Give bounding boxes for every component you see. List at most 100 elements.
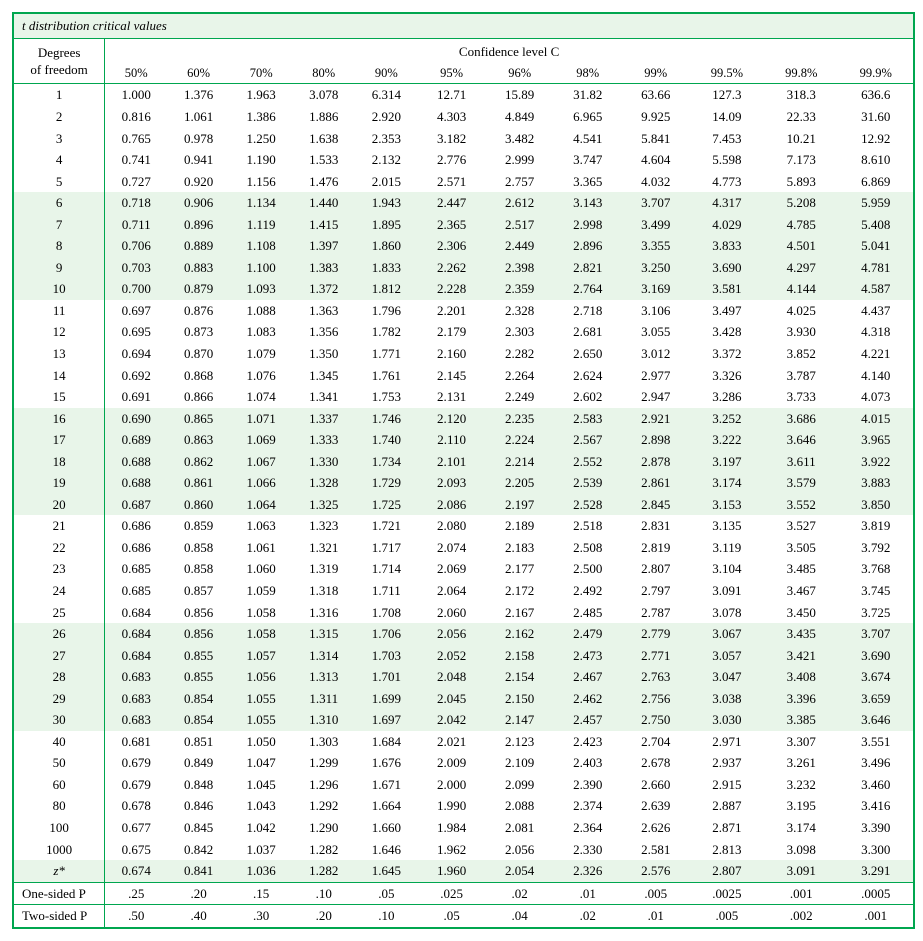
value-cell: 2.172 bbox=[486, 580, 554, 602]
table-row: 270.6840.8551.0571.3141.7032.0522.1582.4… bbox=[14, 645, 913, 667]
value-cell: 0.858 bbox=[167, 558, 230, 580]
value-cell: 2.158 bbox=[486, 645, 554, 667]
value-cell: 1.440 bbox=[292, 192, 355, 214]
value-cell: 3.883 bbox=[838, 472, 913, 494]
value-cell: 1.333 bbox=[292, 429, 355, 451]
value-cell: 1.055 bbox=[230, 709, 293, 731]
value-cell: 0.691 bbox=[105, 386, 168, 408]
value-cell: 1.638 bbox=[292, 128, 355, 150]
value-cell: 1.962 bbox=[418, 839, 486, 861]
value-cell: 2.056 bbox=[486, 839, 554, 861]
value-cell: 2.132 bbox=[355, 149, 418, 171]
value-cell: 1.055 bbox=[230, 688, 293, 710]
value-cell: 1.045 bbox=[230, 774, 293, 796]
value-cell: 0.896 bbox=[167, 214, 230, 236]
value-cell: 0.920 bbox=[167, 171, 230, 193]
value-cell: 3.372 bbox=[690, 343, 764, 365]
value-cell: 2.110 bbox=[418, 429, 486, 451]
value-cell: 3.499 bbox=[622, 214, 690, 236]
value-cell: 1.341 bbox=[292, 386, 355, 408]
value-cell: 3.057 bbox=[690, 645, 764, 667]
df-cell: 7 bbox=[14, 214, 105, 236]
value-cell: 4.437 bbox=[838, 300, 913, 322]
value-cell: 9.925 bbox=[622, 106, 690, 128]
value-cell: 2.081 bbox=[486, 817, 554, 839]
df-cell: 1 bbox=[14, 84, 105, 106]
value-cell: 3.496 bbox=[838, 752, 913, 774]
df-cell: 1000 bbox=[14, 839, 105, 861]
value-cell: 1.064 bbox=[230, 494, 293, 516]
value-cell: 1.063 bbox=[230, 515, 293, 537]
value-cell: 2.056 bbox=[418, 623, 486, 645]
value-cell: 3.030 bbox=[690, 709, 764, 731]
value-cell: 1.363 bbox=[292, 300, 355, 322]
value-cell: 1.037 bbox=[230, 839, 293, 861]
value-cell: 0.688 bbox=[105, 451, 168, 473]
value-cell: 3.467 bbox=[764, 580, 838, 602]
p-cell: .025 bbox=[418, 882, 486, 905]
header-level: 50% bbox=[105, 63, 168, 84]
value-cell: 3.745 bbox=[838, 580, 913, 602]
df-cell: 22 bbox=[14, 537, 105, 559]
table-row: 160.6900.8651.0711.3371.7462.1202.2352.5… bbox=[14, 408, 913, 430]
value-cell: 4.015 bbox=[838, 408, 913, 430]
value-cell: 2.581 bbox=[622, 839, 690, 861]
value-cell: 1.812 bbox=[355, 278, 418, 300]
table-row: 140.6920.8681.0761.3451.7612.1452.2642.6… bbox=[14, 365, 913, 387]
value-cell: 0.674 bbox=[105, 860, 168, 882]
value-cell: 2.813 bbox=[690, 839, 764, 861]
table-row: 10000.6750.8421.0371.2821.6461.9622.0562… bbox=[14, 839, 913, 861]
value-cell: 2.771 bbox=[622, 645, 690, 667]
df-cell: z* bbox=[14, 860, 105, 882]
table-row: 400.6810.8511.0501.3031.6842.0212.1232.4… bbox=[14, 731, 913, 753]
value-cell: 2.120 bbox=[418, 408, 486, 430]
value-cell: 2.093 bbox=[418, 472, 486, 494]
value-cell: 2.197 bbox=[486, 494, 554, 516]
value-cell: 3.579 bbox=[764, 472, 838, 494]
value-cell: 2.998 bbox=[554, 214, 622, 236]
value-cell: 3.055 bbox=[622, 321, 690, 343]
table-row: 220.6860.8581.0611.3211.7172.0742.1832.5… bbox=[14, 537, 913, 559]
value-cell: 0.879 bbox=[167, 278, 230, 300]
value-cell: 3.291 bbox=[838, 860, 913, 882]
value-cell: 2.571 bbox=[418, 171, 486, 193]
value-cell: 1.714 bbox=[355, 558, 418, 580]
p-cell: .15 bbox=[230, 882, 293, 905]
value-cell: 0.873 bbox=[167, 321, 230, 343]
value-cell: 5.893 bbox=[764, 171, 838, 193]
value-cell: 1.042 bbox=[230, 817, 293, 839]
value-cell: 1.328 bbox=[292, 472, 355, 494]
value-cell: 3.787 bbox=[764, 365, 838, 387]
value-cell: 8.610 bbox=[838, 149, 913, 171]
value-cell: 2.660 bbox=[622, 774, 690, 796]
value-cell: 0.868 bbox=[167, 365, 230, 387]
table-row: 100.7000.8791.0931.3721.8122.2282.3592.7… bbox=[14, 278, 913, 300]
df-cell: 60 bbox=[14, 774, 105, 796]
value-cell: 1.356 bbox=[292, 321, 355, 343]
header-level: 99% bbox=[622, 63, 690, 84]
value-cell: 2.861 bbox=[622, 472, 690, 494]
value-cell: 4.541 bbox=[554, 128, 622, 150]
value-cell: 636.6 bbox=[838, 84, 913, 106]
table-row: 1000.6770.8451.0421.2901.6601.9842.0812.… bbox=[14, 817, 913, 839]
value-cell: 2.473 bbox=[554, 645, 622, 667]
value-cell: 1.134 bbox=[230, 192, 293, 214]
table-row: 240.6850.8571.0591.3181.7112.0642.1722.4… bbox=[14, 580, 913, 602]
value-cell: 1.059 bbox=[230, 580, 293, 602]
value-cell: 0.718 bbox=[105, 192, 168, 214]
df-cell: 10 bbox=[14, 278, 105, 300]
value-cell: 4.032 bbox=[622, 171, 690, 193]
value-cell: 0.765 bbox=[105, 128, 168, 150]
df-cell: 21 bbox=[14, 515, 105, 537]
value-cell: 1.321 bbox=[292, 537, 355, 559]
value-cell: 2.915 bbox=[690, 774, 764, 796]
value-cell: 1.697 bbox=[355, 709, 418, 731]
value-cell: 10.21 bbox=[764, 128, 838, 150]
value-cell: 2.626 bbox=[622, 817, 690, 839]
value-cell: 4.025 bbox=[764, 300, 838, 322]
value-cell: 4.140 bbox=[838, 365, 913, 387]
value-cell: 2.479 bbox=[554, 623, 622, 645]
header-level: 90% bbox=[355, 63, 418, 84]
value-cell: 1.717 bbox=[355, 537, 418, 559]
value-cell: 2.508 bbox=[554, 537, 622, 559]
